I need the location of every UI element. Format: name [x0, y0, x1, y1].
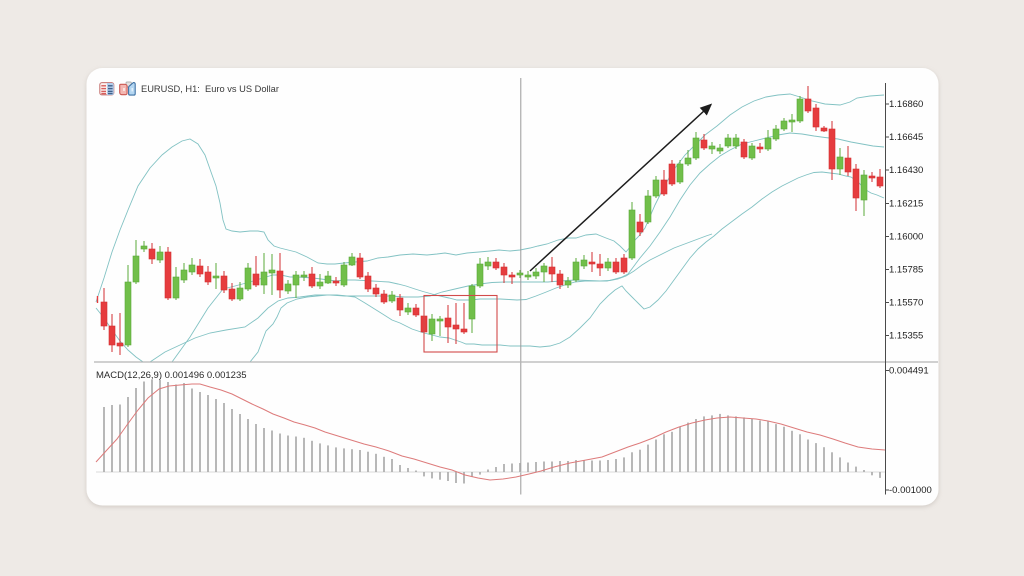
svg-text:1.15570: 1.15570	[889, 298, 923, 309]
svg-text:1.16430: 1.16430	[889, 165, 923, 176]
svg-text:1.16215: 1.16215	[889, 199, 923, 210]
svg-text:EURUSD, H1: Euro vs US Dollar: EURUSD, H1: Euro vs US Dollar	[141, 84, 279, 94]
svg-text:MACD(12,26,9) 0.001496 0.00123: MACD(12,26,9) 0.001496 0.001235	[96, 370, 247, 381]
svg-text:1.16000: 1.16000	[889, 232, 923, 243]
svg-text:1.15785: 1.15785	[889, 265, 923, 276]
svg-text:1.15355: 1.15355	[889, 331, 923, 342]
svg-text:1.16645: 1.16645	[889, 132, 923, 143]
svg-text:1.16860: 1.16860	[889, 99, 923, 110]
svg-text:0.004491: 0.004491	[889, 366, 929, 377]
svg-text:-0.001000: -0.001000	[889, 485, 932, 496]
